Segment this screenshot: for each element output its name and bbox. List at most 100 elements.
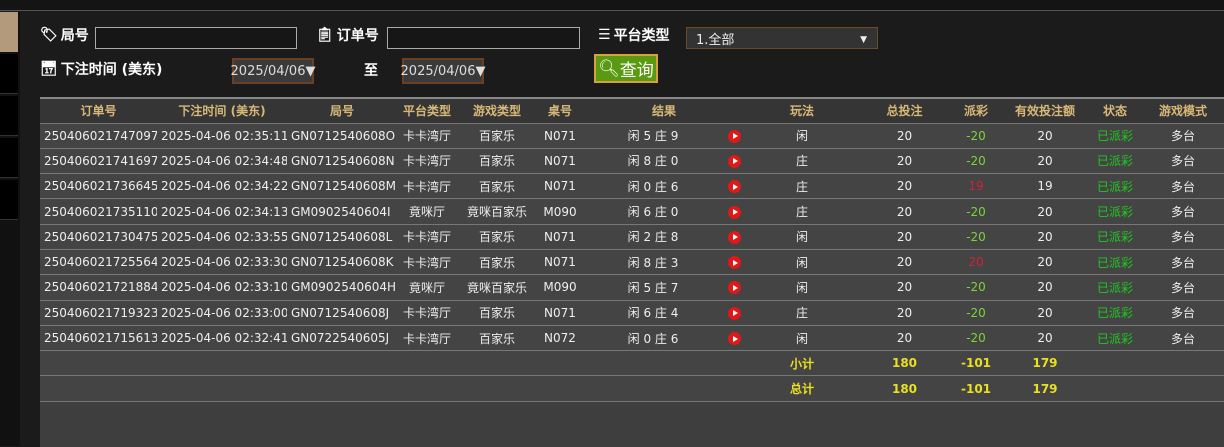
cell-10: 20	[1002, 249, 1089, 276]
list-icon: ☰	[598, 27, 611, 43]
cell-0: 250406021730475	[40, 224, 157, 250]
subtotal-row: 小计 180 -101 179	[40, 350, 1224, 377]
column-header: 游戏类型	[457, 97, 537, 124]
subtotal-label: 小计	[745, 350, 860, 377]
column-header: 桌号	[537, 97, 583, 124]
replay-cell	[723, 198, 746, 225]
cell-2: GN0722540605J	[287, 325, 397, 352]
date-to-picker[interactable]: 2025/04/06▼	[401, 58, 485, 84]
cell-5: N071	[537, 249, 583, 276]
cell-9: -20	[950, 224, 1003, 250]
cell-6: 闲 5 庄 9	[583, 123, 723, 149]
cell-5: M090	[537, 198, 583, 225]
cell-12: 多台	[1142, 173, 1224, 200]
cell-4: 百家乐	[457, 148, 537, 175]
table-row: 250406021719323 2025-04-06 02:33:00 GN0712…	[40, 300, 1224, 326]
cell-6: 闲 8 庄 3	[583, 249, 723, 276]
cell-12: 多台	[1142, 274, 1224, 301]
cell-7: 闲	[745, 123, 860, 149]
cell-11: 已派彩	[1088, 274, 1143, 301]
column-header: 状态	[1088, 97, 1143, 124]
play-video-icon[interactable]	[727, 180, 741, 194]
cell-10: 20	[1002, 300, 1089, 326]
cell-2: GN0712540608J	[287, 300, 397, 326]
cell-8: 20	[859, 123, 951, 149]
cell-12: 多台	[1142, 249, 1224, 276]
column-header: 下注时间 (美东)	[157, 97, 287, 124]
cell-5: N072	[537, 325, 583, 352]
cell-4: 百家乐	[457, 173, 537, 200]
cell-1: 2025-04-06 02:35:11	[157, 123, 287, 149]
cell-3: 卡卡湾厅	[397, 249, 457, 276]
cell-5: N071	[537, 300, 583, 326]
cell-2: GN0712540608N	[287, 148, 397, 175]
subtotal-total-bet: 180	[859, 350, 951, 377]
total-valid-bet: 179	[1002, 375, 1089, 402]
platform-label: ☰ 平台类型	[598, 27, 670, 44]
cell-11: 已派彩	[1088, 148, 1143, 175]
date-from-picker[interactable]: 2025/04/06▼	[231, 58, 315, 84]
cell-5: N071	[537, 224, 583, 250]
cell-1: 2025-04-06 02:34:48	[157, 148, 287, 175]
table-row: 250406021715613 2025-04-06 02:32:41 GN0722…	[40, 325, 1224, 352]
replay-cell	[723, 173, 746, 200]
subtotal-payout: -101	[950, 350, 1003, 377]
cell-0: 250406021741697	[40, 148, 157, 175]
cell-7: 闲	[745, 325, 860, 352]
cell-4: 百家乐	[457, 300, 537, 326]
table-row: 250406021730475 2025-04-06 02:33:55 GN0712…	[40, 224, 1224, 250]
table-row: 250406021735110 2025-04-06 02:34:13 GM0902…	[40, 198, 1224, 225]
cell-9: -20	[950, 300, 1003, 326]
cell-3: 卡卡湾厅	[397, 148, 457, 175]
cell-6: 闲 2 庄 8	[583, 224, 723, 250]
cell-1: 2025-04-06 02:32:41	[157, 325, 287, 352]
clipboard-icon: 📋︎	[316, 27, 334, 43]
cell-6: 闲 6 庄 0	[583, 198, 723, 225]
sidebar-item[interactable]	[0, 96, 18, 136]
sidebar-item[interactable]	[0, 180, 18, 220]
table-row: 250406021741697 2025-04-06 02:34:48 GN0712…	[40, 148, 1224, 175]
cell-9: 20	[950, 249, 1003, 276]
cell-4: 竟咪百家乐	[457, 198, 537, 225]
cell-4: 竟咪百家乐	[457, 274, 537, 301]
cell-6: 闲 5 庄 7	[583, 274, 723, 301]
cell-9: -20	[950, 198, 1003, 225]
play-video-icon[interactable]	[727, 256, 741, 270]
cell-7: 庄	[745, 148, 860, 175]
cell-2: GN0712540608K	[287, 249, 397, 276]
order-input[interactable]	[387, 27, 580, 49]
play-video-icon[interactable]	[727, 205, 741, 219]
play-video-icon[interactable]	[727, 154, 741, 168]
order-label: 📋︎ 订单号	[316, 27, 379, 44]
cell-5: N071	[537, 123, 583, 149]
play-video-icon[interactable]	[727, 230, 741, 244]
replay-cell	[723, 300, 746, 326]
platform-select[interactable]: 1.全部 ▼	[686, 27, 878, 49]
play-video-icon[interactable]	[727, 129, 741, 143]
play-video-icon[interactable]	[727, 281, 741, 295]
column-header: 玩法	[745, 97, 860, 124]
column-header: 有效投注额	[1002, 97, 1089, 124]
cell-11: 已派彩	[1088, 300, 1143, 326]
query-button[interactable]: 🔍︎ 查询	[594, 54, 658, 83]
sidebar	[0, 12, 20, 446]
play-video-icon[interactable]	[727, 306, 741, 320]
table-row: 250406021736645 2025-04-06 02:34:22 GN0712…	[40, 173, 1224, 200]
sidebar-tab-active[interactable]	[0, 12, 18, 52]
cell-3: 卡卡湾厅	[397, 325, 457, 352]
cell-0: 250406021721884	[40, 274, 157, 301]
replay-cell	[723, 249, 746, 276]
cell-11: 已派彩	[1088, 325, 1143, 352]
replay-cell	[723, 274, 746, 301]
cell-5: N071	[537, 173, 583, 200]
cell-4: 百家乐	[457, 224, 537, 250]
spacer	[40, 350, 746, 377]
play-video-icon[interactable]	[727, 332, 741, 346]
cell-1: 2025-04-06 02:34:13	[157, 198, 287, 225]
cell-8: 20	[859, 325, 951, 352]
sidebar-item[interactable]	[0, 54, 18, 94]
sidebar-item[interactable]	[0, 138, 18, 178]
cell-7: 庄	[745, 300, 860, 326]
cell-10: 20	[1002, 274, 1089, 301]
round-input[interactable]	[95, 27, 297, 49]
